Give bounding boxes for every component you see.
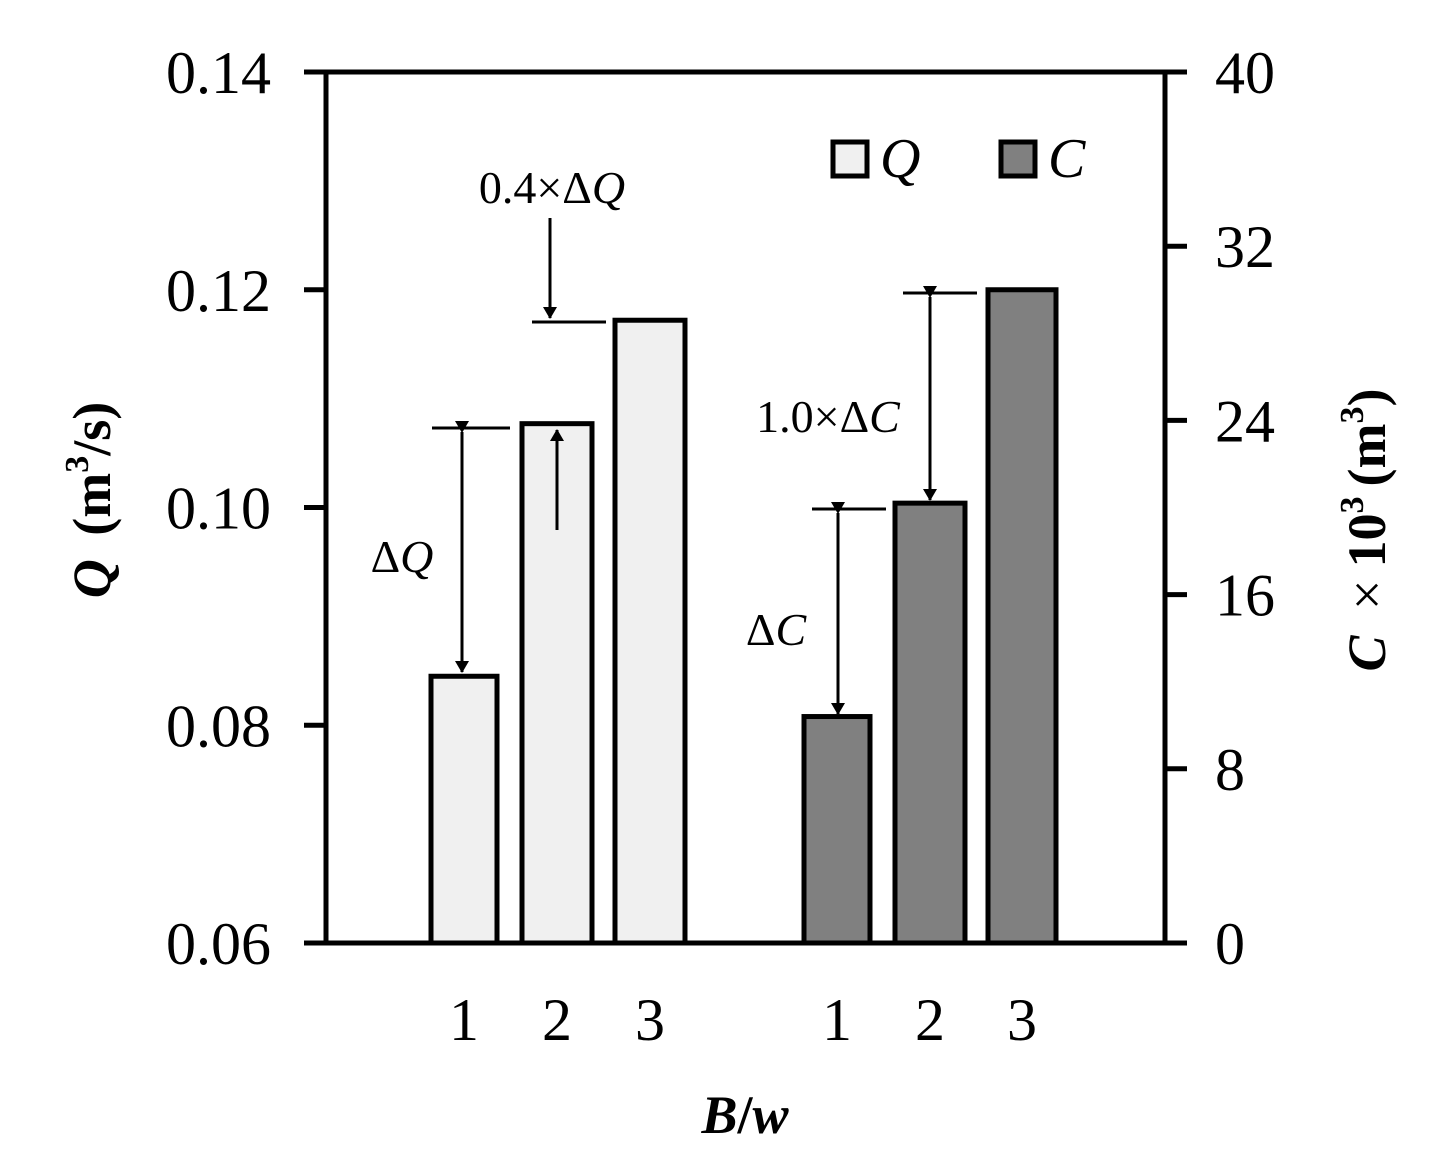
legend: Q C: [830, 128, 1086, 190]
left-tick-label: 0.14: [166, 40, 271, 106]
bar-q-1: [428, 673, 500, 946]
right-axis-ticks: 0 8 16 24 32 40: [1165, 40, 1275, 977]
legend-label-q: Q: [880, 128, 920, 190]
legend-label-c: C: [1048, 128, 1086, 190]
right-tick-label: 32: [1215, 214, 1275, 280]
bar-c-3: [985, 287, 1059, 946]
bars: [428, 287, 1059, 946]
annotation-04-delta-q: 0.4×ΔQ: [479, 162, 625, 530]
x-tick-label: 2: [542, 987, 572, 1053]
x-tick-label: 1: [449, 987, 479, 1053]
x-axis-title: B/w: [700, 1085, 789, 1145]
left-axis-ticks: 0.06 0.08 0.10 0.12 0.14: [166, 40, 326, 977]
left-tick-label: 0.08: [166, 693, 271, 759]
annotation-delta-q: ΔQ: [371, 421, 510, 673]
right-tick-label: 8: [1215, 737, 1245, 803]
y-axis-left-title: Q (m3/s): [59, 402, 122, 598]
x-tick-label: 3: [635, 987, 665, 1053]
bar-c-2: [892, 500, 968, 946]
left-tick-label: 0.10: [166, 476, 271, 542]
legend-swatch-q: [830, 139, 870, 179]
bar-c-1: [801, 714, 873, 946]
x-tick-label: 3: [1007, 987, 1037, 1053]
x-tick-label: 1: [822, 987, 852, 1053]
bar-q-3: [612, 317, 688, 946]
right-tick-label: 40: [1215, 40, 1275, 106]
annotation-delta-q-label: ΔQ: [371, 531, 434, 582]
right-tick-label: 24: [1215, 388, 1275, 454]
x-tick-label: 2: [915, 987, 945, 1053]
annotation-04-delta-q-label: 0.4×ΔQ: [479, 162, 625, 213]
y-axis-right-title: C ×103(m3): [1334, 389, 1397, 672]
left-tick-label: 0.06: [166, 911, 271, 977]
left-tick-label: 0.12: [166, 258, 271, 324]
right-tick-label: 16: [1215, 563, 1275, 629]
annotation-delta-c-label: ΔC: [746, 604, 808, 655]
right-tick-label: 0: [1215, 911, 1245, 977]
legend-swatch-c: [998, 139, 1038, 179]
annotation-10-delta-c: 1.0×ΔC: [756, 286, 977, 501]
annotation-10-delta-c-label: 1.0×ΔC: [756, 391, 901, 442]
annotation-delta-c: ΔC: [746, 502, 886, 715]
